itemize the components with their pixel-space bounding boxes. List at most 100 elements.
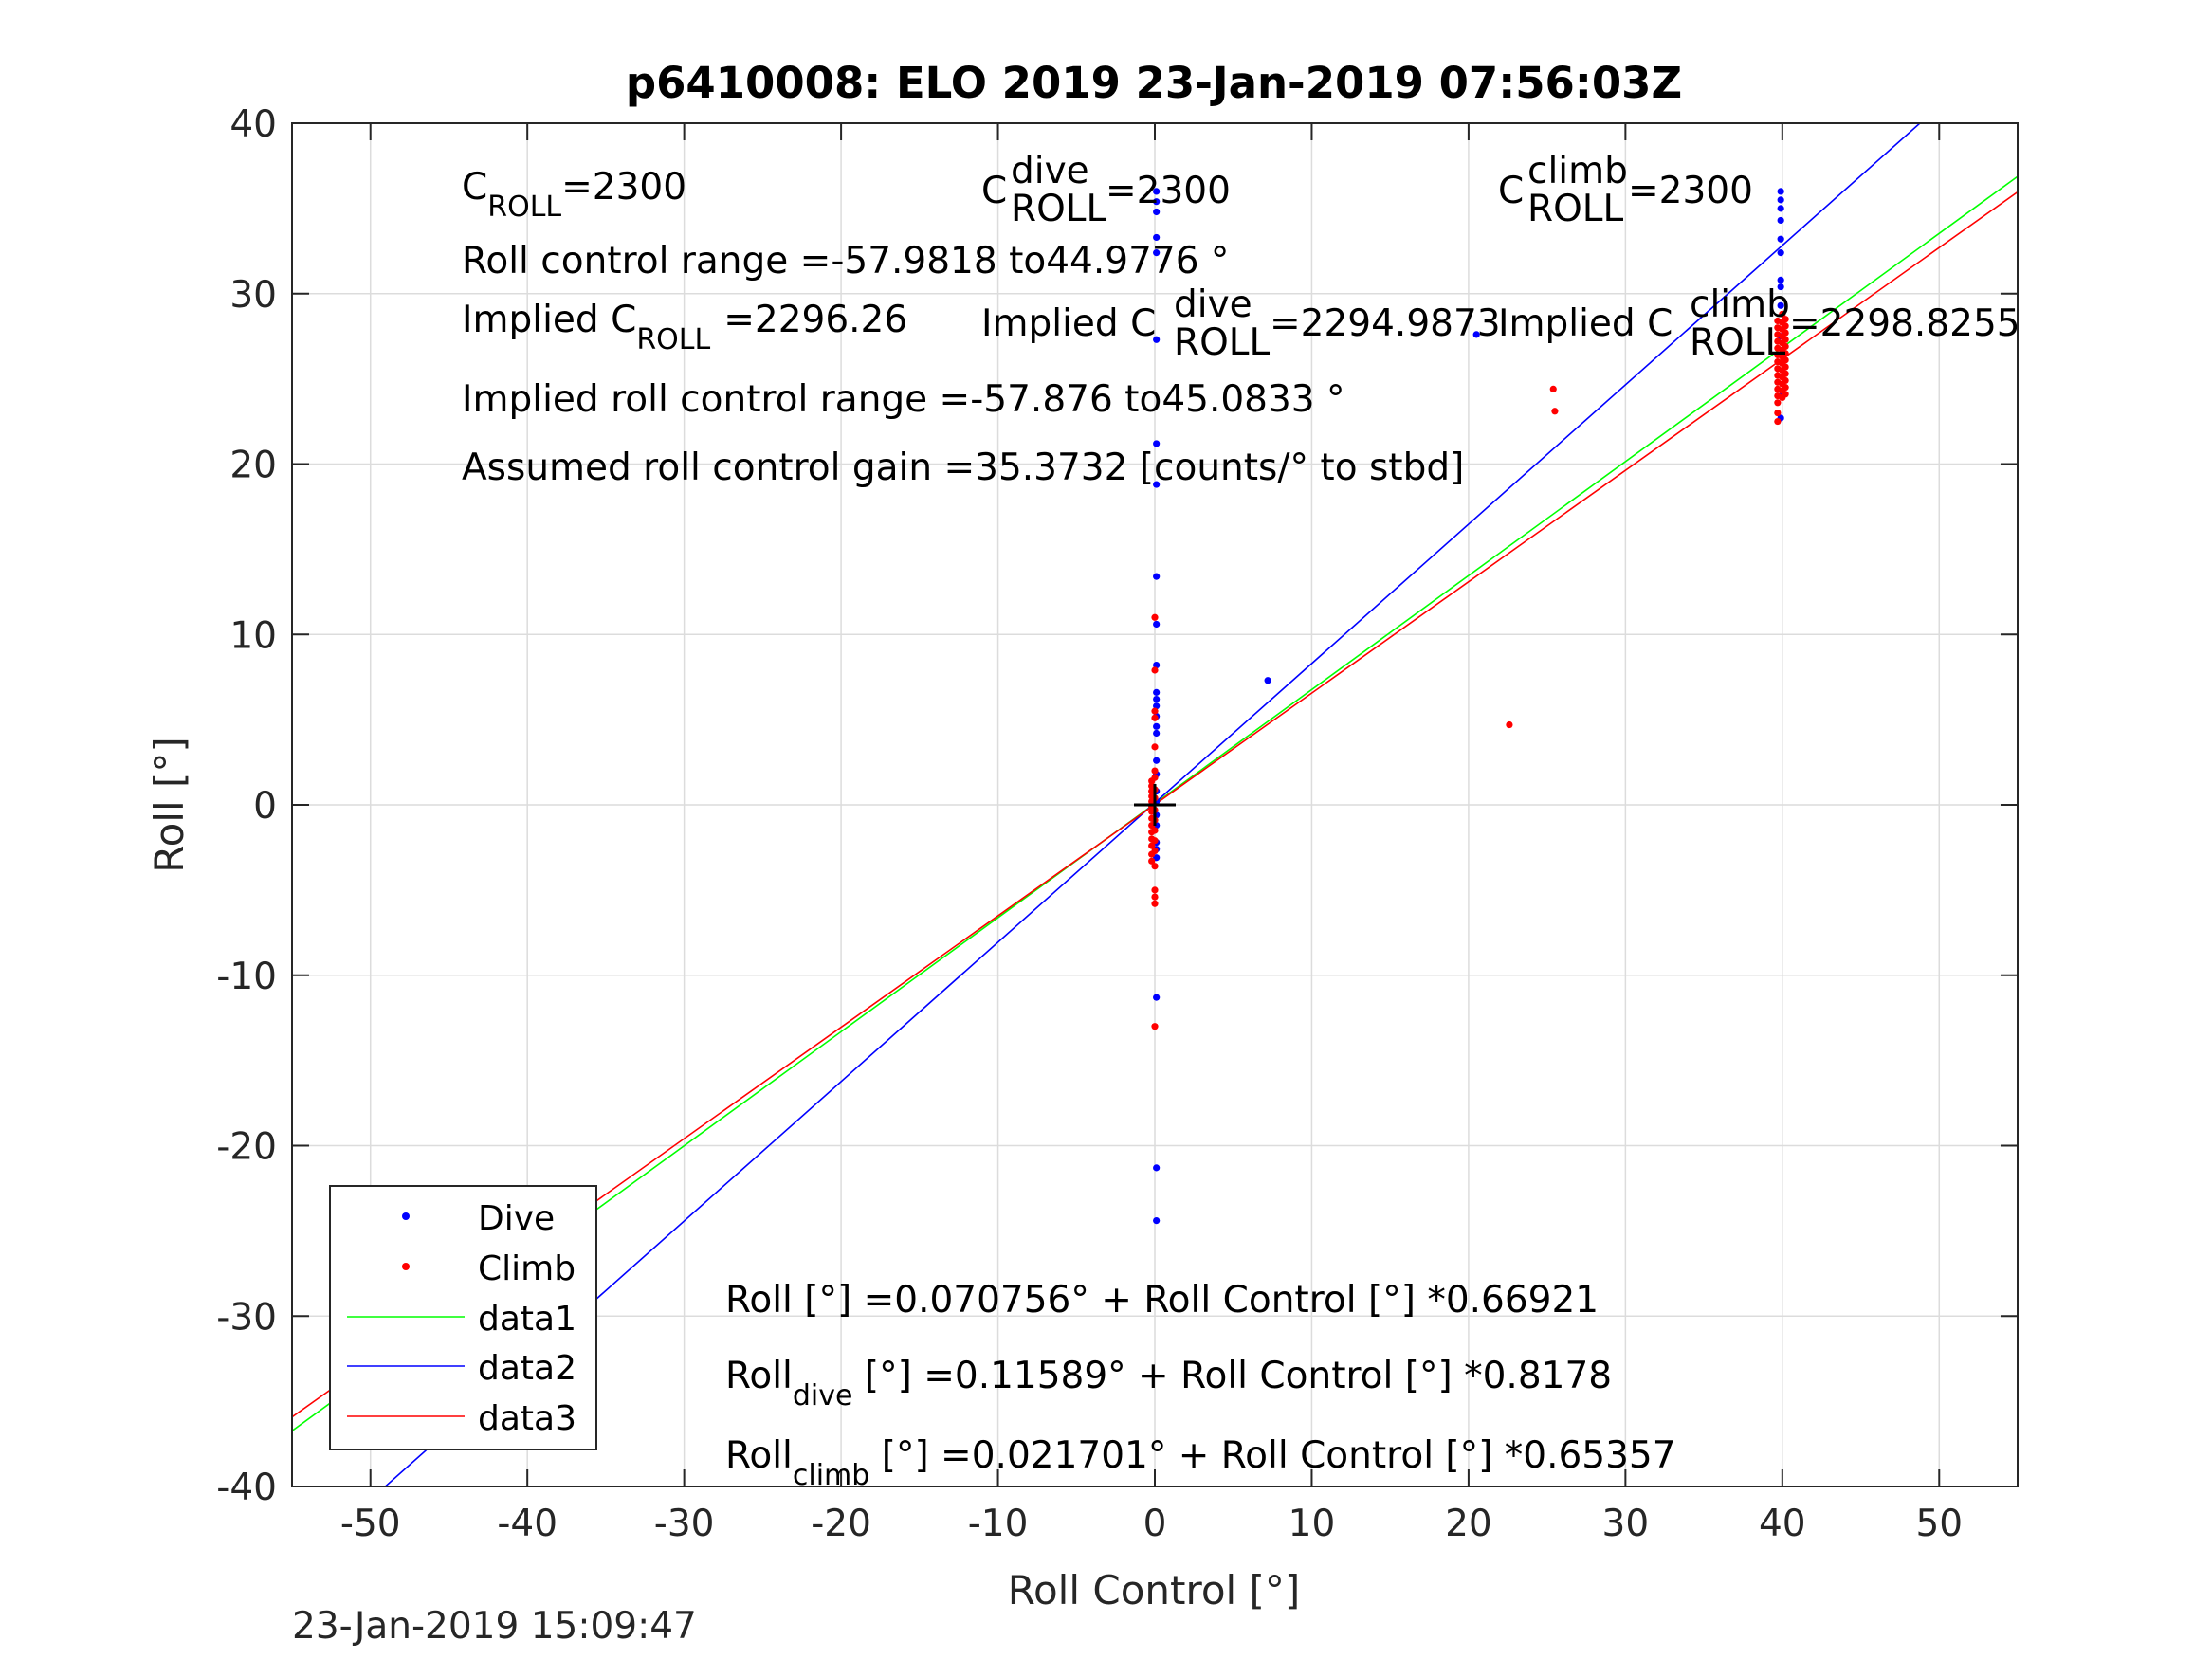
- climb-point: [1151, 863, 1159, 870]
- dive-point: [1153, 336, 1161, 343]
- fit-equation-dive: Rolldive [°] =0.11589° + Roll Control [°…: [725, 1355, 1612, 1413]
- y-tick-label: -20: [216, 1126, 277, 1169]
- dive-point: [1153, 757, 1161, 764]
- climb-point: [1506, 720, 1513, 729]
- climb-point: [1151, 847, 1159, 855]
- x-tick-label: -10: [968, 1503, 1029, 1545]
- dive-point: [1153, 1164, 1161, 1172]
- origin-marker: [1134, 784, 1176, 826]
- dive-point: [1777, 276, 1784, 283]
- legend-label: data3: [478, 1399, 576, 1438]
- climb-point: [1782, 322, 1789, 330]
- climb-point: [1151, 774, 1159, 781]
- climb-point: [1774, 409, 1782, 417]
- climb-point: [1782, 356, 1789, 364]
- climb-point: [1151, 827, 1159, 834]
- x-tick-label: -20: [811, 1503, 871, 1545]
- x-tick-labels: -50 -40 -30 -20 -10 0 10 20 30 40 50: [340, 1503, 1963, 1545]
- dive-point: [1153, 573, 1161, 580]
- fit-equation-all: Roll [°] =0.070756° + Roll Control [°] *…: [725, 1279, 1599, 1322]
- svg-text:=2294.9873: =2294.9873: [1270, 302, 1501, 345]
- dive-point: [1153, 440, 1161, 447]
- climb-point: [1551, 408, 1559, 415]
- climb-point: [1782, 342, 1789, 351]
- y-tick-label: 0: [253, 785, 277, 828]
- climb-point: [1782, 370, 1789, 377]
- dive-point: [1153, 1216, 1161, 1225]
- svg-text:ROLL: ROLL: [1527, 188, 1624, 230]
- dive-point: [1777, 283, 1784, 291]
- c-roll-dive-annotation: C dive ROLL =2300: [981, 150, 1231, 230]
- plot-box: [291, 122, 2019, 1487]
- x-tick-label: 0: [1143, 1503, 1167, 1545]
- dive-point: [1153, 994, 1161, 1001]
- c-roll-annotation: CROLL=2300: [462, 166, 686, 224]
- svg-text:ROLL: ROLL: [1690, 321, 1786, 364]
- implied-roll-control-range: Implied roll control range =-57.876 to45…: [462, 378, 1345, 421]
- climb-point: [1782, 384, 1789, 392]
- x-tick-label: 30: [1602, 1503, 1650, 1545]
- timestamp: 23-Jan-2019 15:09:47: [292, 1605, 697, 1648]
- climb-point: [1151, 767, 1159, 775]
- dive-point: [1472, 331, 1480, 338]
- climb-point: [1151, 613, 1159, 621]
- dive-point: [1153, 722, 1161, 730]
- svg-text:C: C: [1498, 170, 1524, 212]
- y-tick-label: 30: [229, 274, 277, 317]
- x-tick-label: 10: [1289, 1503, 1336, 1545]
- dive-point: [1153, 208, 1161, 216]
- dive-point: [1153, 854, 1161, 862]
- climb-point: [1782, 376, 1789, 385]
- climb-point: [1151, 707, 1159, 715]
- y-tick-labels: -40 -30 -20 -10 0 10 20 30 40: [216, 103, 277, 1509]
- y-tick-label: 10: [229, 614, 277, 657]
- x-tick-label: -50: [340, 1503, 401, 1545]
- roll-control-gain: Assumed roll control gain =35.3732 [coun…: [462, 447, 1464, 489]
- climb-point: [1782, 391, 1789, 398]
- legend-marker-dive: [402, 1212, 410, 1220]
- dive-point: [1777, 205, 1784, 212]
- chart-title: p6410008: ELO 2019 23-Jan-2019 07:56:03Z: [626, 58, 1682, 108]
- climb-point: [1549, 385, 1557, 393]
- climb-point: [1151, 1023, 1159, 1030]
- climb-point: [1782, 363, 1789, 371]
- c-roll-climb-annotation: C climb ROLL =2300: [1498, 150, 1753, 230]
- svg-text:climb: climb: [1527, 150, 1628, 192]
- svg-text:dive: dive: [1174, 283, 1252, 326]
- x-tick-label: 50: [1915, 1503, 1963, 1545]
- dive-point: [1264, 677, 1271, 684]
- svg-text:ROLL: ROLL: [1174, 321, 1271, 364]
- y-tick-label: 20: [229, 445, 277, 487]
- x-axis-label: Roll Control [°]: [1008, 1567, 1301, 1613]
- dive-point: [1153, 688, 1161, 696]
- dive-point: [1153, 233, 1161, 242]
- dive-point: [1153, 729, 1161, 738]
- y-tick-label: -30: [216, 1296, 277, 1339]
- implied-c-roll: Implied CROLL =2296.26: [462, 299, 907, 356]
- climb-point: [1782, 329, 1789, 337]
- climb-point: [1148, 842, 1156, 849]
- dive-point: [1777, 235, 1784, 243]
- y-tick-label: -10: [216, 956, 277, 998]
- climb-point: [1782, 316, 1789, 323]
- implied-c-roll-climb: Implied C climb ROLL =2298.8255: [1498, 283, 2020, 364]
- climb-point: [1151, 900, 1159, 907]
- dive-point: [1153, 188, 1161, 195]
- climb-point: [1782, 350, 1789, 357]
- dive-point: [1777, 196, 1784, 204]
- svg-text:ROLL: ROLL: [1011, 188, 1107, 230]
- x-tick-label: -30: [654, 1503, 715, 1545]
- y-tick-label: 40: [229, 103, 277, 146]
- dive-point: [1153, 481, 1161, 488]
- climb-point: [1151, 893, 1159, 901]
- climb-point: [1782, 336, 1789, 343]
- legend-label: data2: [478, 1349, 576, 1388]
- implied-c-roll-dive: Implied C dive ROLL =2294.9873: [981, 283, 1501, 364]
- x-tick-label: 20: [1445, 1503, 1492, 1545]
- x-tick-label: 40: [1759, 1503, 1806, 1545]
- dive-point: [1153, 198, 1161, 206]
- legend-label: Climb: [478, 1249, 576, 1288]
- climb-point: [1151, 886, 1159, 894]
- climb-point: [1148, 857, 1156, 865]
- dive-point: [1777, 249, 1784, 257]
